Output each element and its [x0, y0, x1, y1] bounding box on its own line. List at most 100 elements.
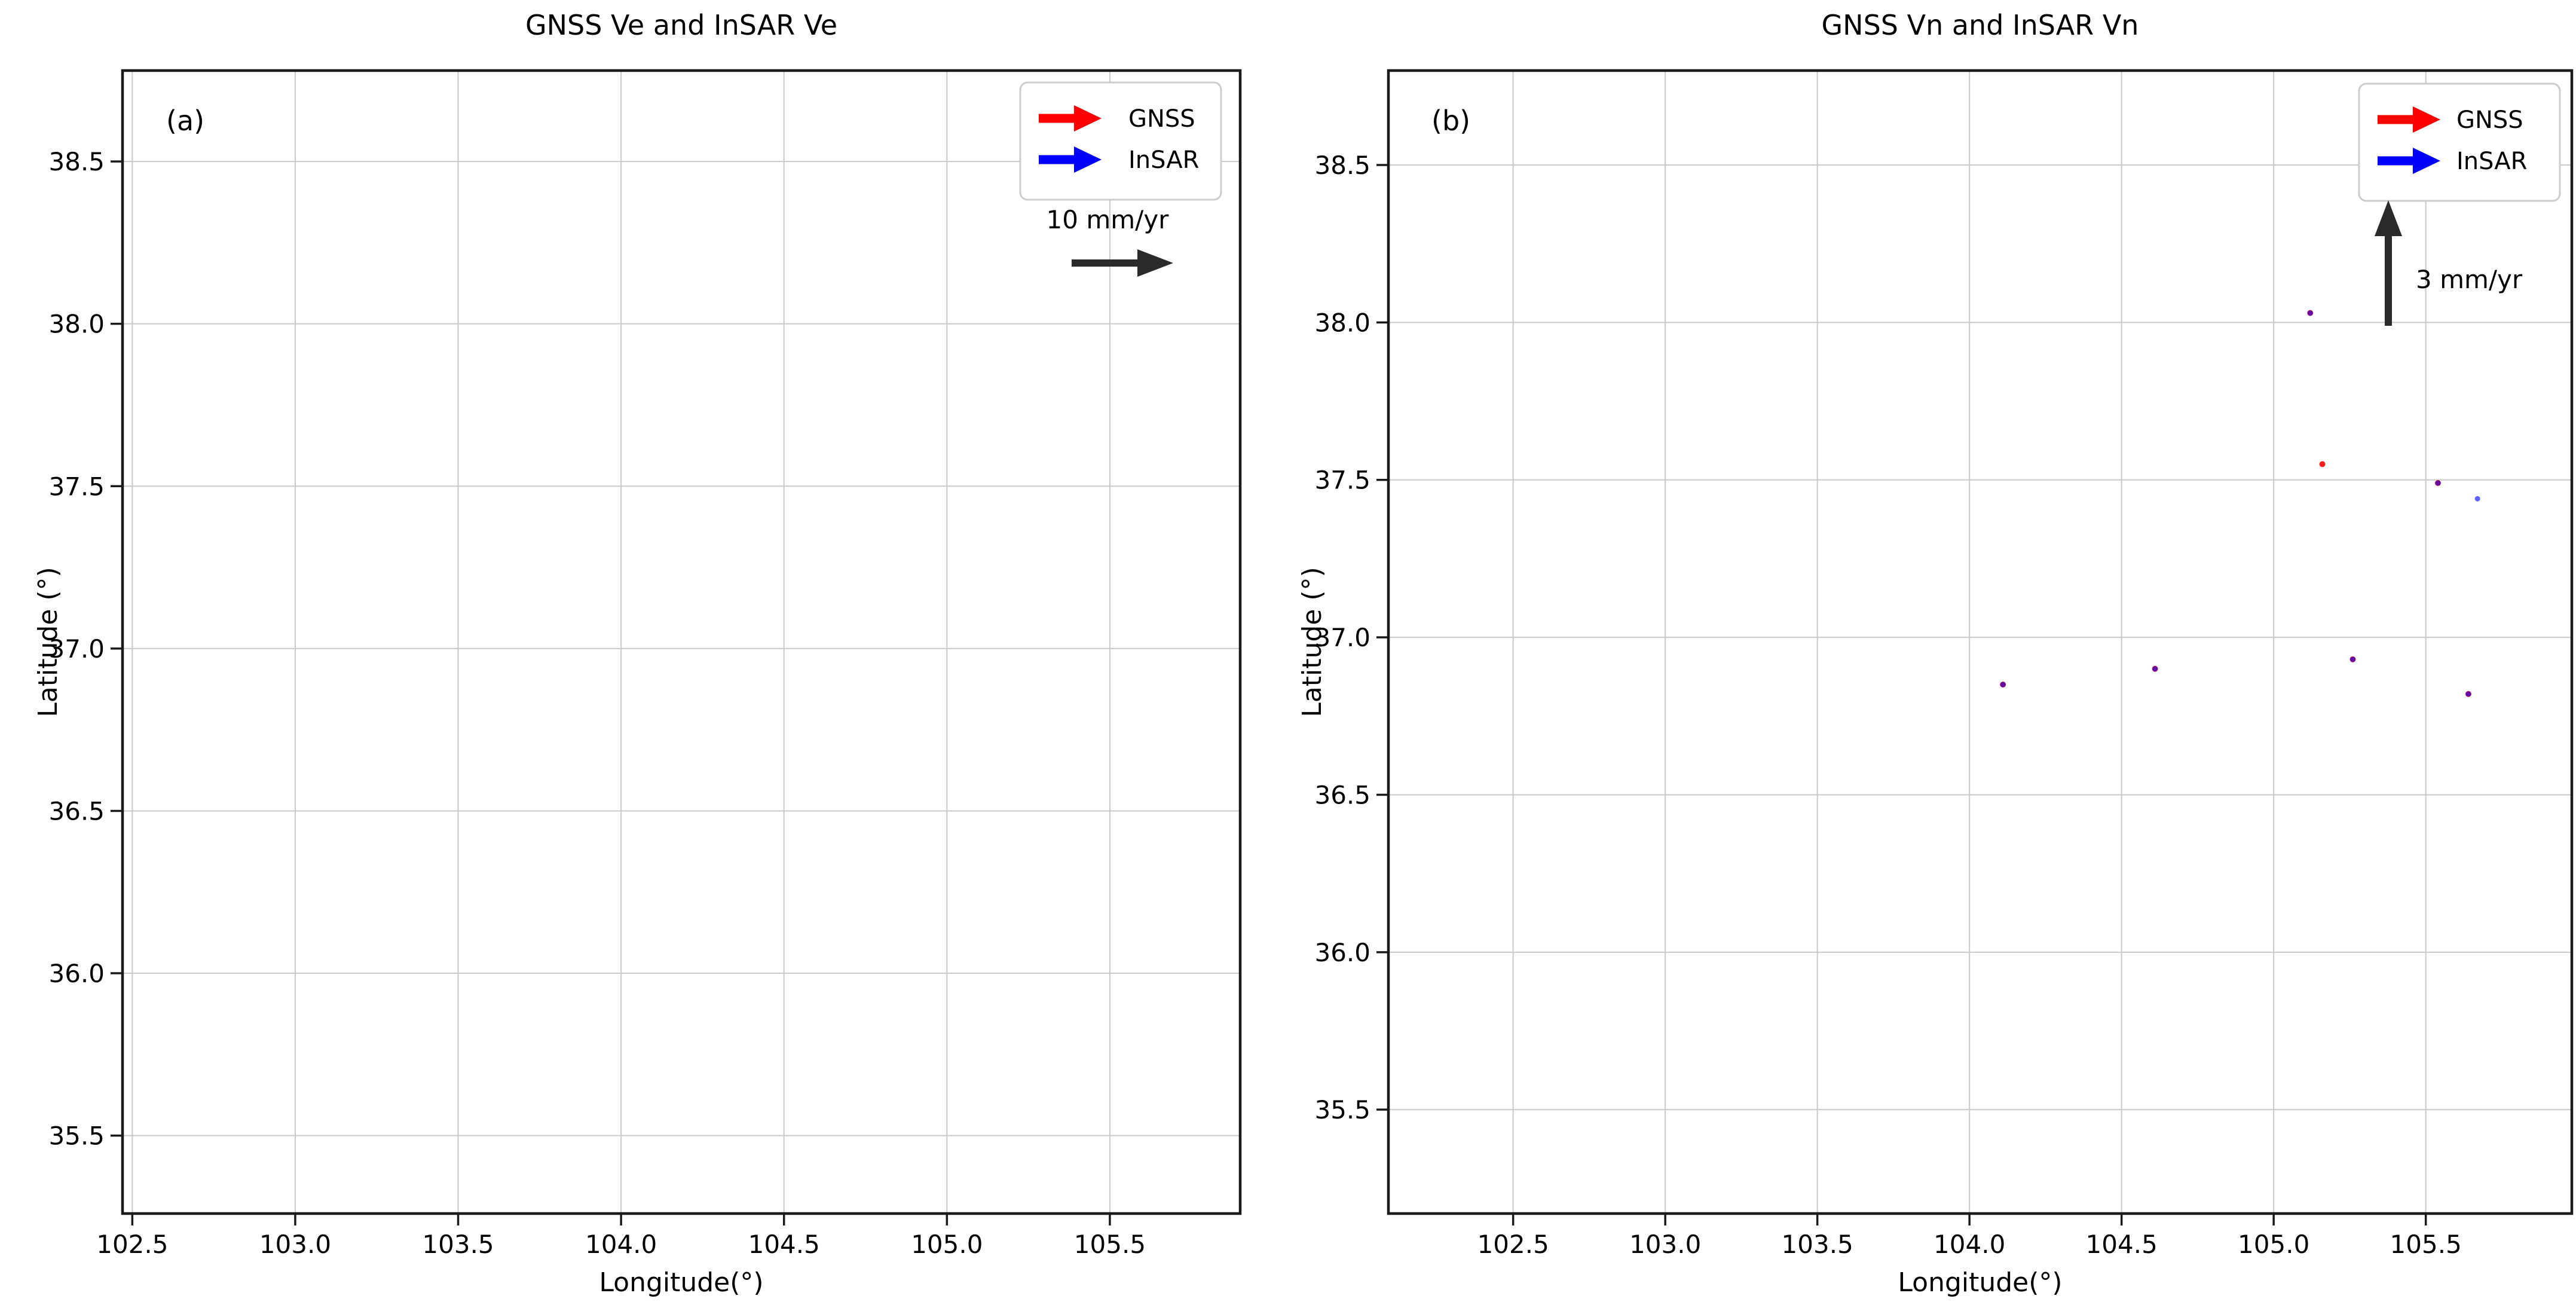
gnss-arrow	[1622, 176, 1635, 193]
gnss-arrow	[237, 496, 298, 515]
insar-arrow	[2374, 952, 2392, 1029]
panel-b-title: GNSS Vn and InSAR Vn	[1822, 9, 2139, 41]
gnss-arrow	[670, 999, 735, 1019]
insar-arrow	[1513, 903, 1531, 977]
gnss-arrow	[2471, 533, 2478, 542]
insar-arrow	[2435, 480, 2441, 486]
insar-arrow	[670, 1000, 735, 1018]
panel-a-spine	[121, 69, 1242, 1215]
insar-arrow	[950, 1156, 1000, 1174]
insar-arrow	[2335, 562, 2340, 569]
insar-arrow	[1729, 678, 1747, 716]
insar-arrow	[2180, 817, 2198, 851]
insar-arrow	[2338, 453, 2349, 467]
insar-arrow	[856, 821, 920, 839]
insar-arrow	[1763, 429, 1780, 461]
panel-a-plot-area: 102.5 103.0 103.5 104.0 104.5 105.0 105.5 35.5 3…	[48, 71, 1240, 1259]
insar-arrow	[608, 643, 668, 661]
x-tick-label: 105.0	[911, 1230, 983, 1259]
insar-arrow	[973, 299, 1009, 317]
insar-arrow	[1973, 647, 1978, 653]
gnss-arrow	[1756, 1066, 1776, 1106]
gnss-arrow	[500, 937, 564, 957]
insar-arrow	[2069, 751, 2077, 762]
insar-arrow	[367, 737, 434, 755]
insar-arrow	[2350, 794, 2368, 848]
panel-a-legend-insar-label: InSAR	[1128, 146, 1199, 174]
gnss-arrow	[1682, 108, 1697, 127]
gnss-arrow	[315, 109, 351, 129]
gnss-arrow	[1142, 879, 1199, 898]
reference-scale-arrow	[1072, 249, 1173, 277]
gnss-arrow	[1698, 601, 1718, 656]
insar-arrow	[1682, 108, 1697, 127]
insar-arrow	[1431, 245, 1449, 279]
insar-arrow	[614, 805, 686, 823]
gnss-arrow	[1753, 896, 1773, 949]
gnss-arrow	[614, 804, 687, 824]
panel-b-legend-box	[2358, 82, 2561, 202]
gnss-arrow	[680, 678, 746, 698]
insar-arrow	[680, 679, 745, 696]
gnss-arrow	[1728, 676, 1748, 716]
gnss-arrow	[637, 558, 682, 577]
insar-arrow	[637, 558, 683, 576]
insar-arrow	[338, 676, 402, 693]
insar-arrow	[1064, 961, 1114, 979]
insar-arrow	[1620, 754, 1638, 826]
panel-b-spine	[1387, 69, 2574, 1215]
legend-insar-arrow-icon	[2378, 148, 2440, 174]
insar-arrow	[715, 493, 750, 511]
gnss-arrow	[973, 298, 1006, 317]
gnss-arrow	[2495, 1100, 2515, 1168]
panel-a-xlabel: Longitude(°)	[599, 1267, 763, 1298]
insar-arrow	[2508, 965, 2526, 1039]
gnss-quiver	[1433, 108, 2515, 1169]
insar-arrow	[1589, 910, 1607, 965]
insar-arrow	[237, 497, 284, 515]
gnss-arrow	[2446, 867, 2466, 948]
panel-b-letter: (b)	[1431, 105, 1470, 137]
insar-arrow	[980, 448, 1018, 466]
insar-arrow	[2268, 1129, 2286, 1167]
gnss-arrow	[1762, 431, 1782, 461]
gnss-arrow	[1512, 901, 1532, 977]
gnss-arrow	[1853, 518, 1873, 558]
x-tick-label: 103.5	[422, 1230, 494, 1259]
x-tick-label: 105.0	[2238, 1230, 2309, 1259]
x-tick-label: 104.0	[1933, 1230, 2005, 1259]
x-tick-label: 105.5	[1074, 1230, 1146, 1259]
insar-arrow	[2447, 867, 2465, 946]
insar-arrow	[1015, 558, 1061, 576]
gnss-arrow	[2413, 1072, 2433, 1146]
gnss-arrow	[1045, 655, 1091, 675]
insar-arrow	[2479, 209, 2489, 222]
reference-scale-arrow	[2375, 200, 2402, 326]
gnss-arrow	[1025, 742, 1089, 762]
insar-arrow	[172, 386, 205, 404]
gnss-arrow	[276, 583, 334, 603]
insar-arrow	[2152, 666, 2158, 672]
gnss-arrow	[1610, 472, 1629, 508]
gnss-arrow	[1646, 542, 1666, 593]
insar-arrow	[641, 578, 683, 596]
gnss-arrow	[250, 856, 314, 876]
gnss-arrow	[1433, 261, 1447, 278]
gnss-arrow	[1867, 1117, 1884, 1138]
insar-arrow	[1868, 1119, 1883, 1138]
gnss-arrow	[1464, 735, 1483, 780]
insar-arrow	[1714, 1023, 1732, 1059]
gnss-arrow	[419, 915, 483, 934]
gnss-arrow	[2267, 1129, 2287, 1169]
panel-b-reference-label: 3 mm/yr	[2416, 265, 2523, 294]
y-tick-label: 36.0	[1314, 938, 1370, 967]
gnss-arrow	[338, 674, 403, 694]
insar-arrow	[947, 1049, 1001, 1066]
insar-arrow	[393, 987, 456, 1005]
panel-b-ylabel: Latitude (°)	[1297, 567, 1327, 717]
y-tick-label: 35.5	[48, 1121, 105, 1151]
y-tick-label: 37.5	[48, 472, 105, 501]
panel-a-legend-gnss-label: GNSS	[1128, 105, 1195, 133]
gnss-arrow	[1522, 601, 1541, 656]
gnss-arrow	[641, 577, 684, 597]
